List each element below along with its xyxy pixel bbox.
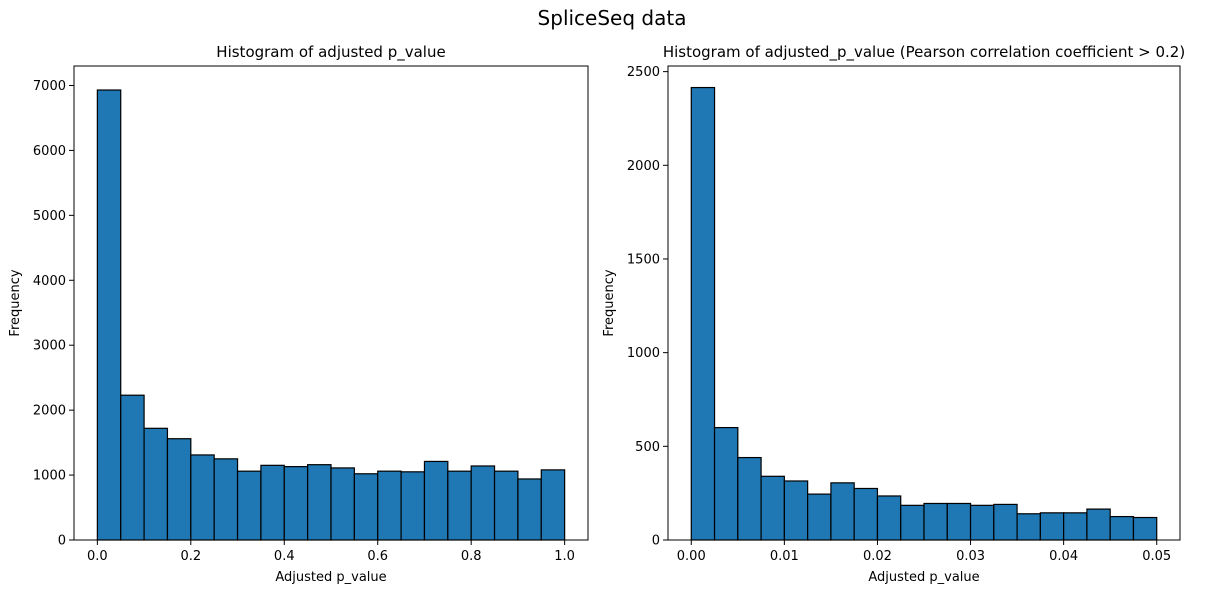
- histogram-bar: [400, 471, 426, 541]
- histogram-bar: [737, 456, 762, 541]
- x-tick-label: 0.4: [274, 549, 295, 564]
- x-tick-label: 0.6: [367, 549, 388, 564]
- histogram-bar: [993, 503, 1018, 541]
- y-axis-label: Frequency: [602, 269, 617, 336]
- histogram-bar: [783, 480, 809, 541]
- histogram-bar: [307, 464, 332, 541]
- y-tick-label: 0: [58, 534, 66, 549]
- histogram-bar: [830, 482, 855, 541]
- histogram-bar: [493, 470, 519, 541]
- y-tick-label: 6000: [33, 144, 66, 159]
- histogram-bar: [377, 470, 402, 541]
- histogram-bar: [517, 478, 542, 541]
- histogram-bar: [760, 475, 785, 541]
- subplot-title: Histogram of adjusted p_value: [216, 43, 445, 62]
- bars: [96, 89, 566, 541]
- bars: [690, 86, 1158, 541]
- y-tick-label: 0: [652, 534, 660, 549]
- histogram-bar: [447, 470, 472, 541]
- histogram-bar: [1132, 516, 1158, 541]
- x-tick-label: 0.0: [87, 549, 108, 564]
- y-tick-label: 1000: [33, 469, 66, 484]
- x-tick-label: 0.05: [1142, 549, 1171, 564]
- histogram-bar: [946, 502, 972, 541]
- y-tick-label: 7000: [33, 79, 66, 94]
- x-tick-label: 0.04: [1049, 549, 1078, 564]
- histogram-bar: [876, 495, 902, 541]
- y-tick-label: 4000: [33, 274, 66, 289]
- x-axis-label: Adjusted p_value: [275, 570, 386, 585]
- histogram-bar: [900, 504, 925, 541]
- histogram-bar: [330, 467, 355, 541]
- y-tick-label: 2500: [627, 65, 660, 80]
- histogram-bar: [143, 427, 169, 541]
- histogram-bar: [1086, 508, 1111, 541]
- histogram-bar: [213, 458, 239, 541]
- histogram-bar: [423, 460, 449, 541]
- histogram-bar: [166, 438, 192, 541]
- x-tick-label: 1.0: [554, 549, 575, 564]
- y-tick-label: 2000: [627, 159, 660, 174]
- histogram-bar: [120, 394, 145, 541]
- histogram-bar: [923, 502, 948, 541]
- x-axis-label: Adjusted p_value: [868, 570, 979, 585]
- histogram-bar: [853, 487, 879, 541]
- histogram-bar: [283, 466, 309, 541]
- histogram-bar: [1109, 515, 1135, 541]
- histogram-bar: [96, 89, 122, 541]
- subplot-left: 0.0 0.2 0.4 0.6 0.8 1.0 0 1000 2000 3000 4000 5000 6…: [8, 43, 589, 585]
- histogram-bar: [1016, 513, 1041, 541]
- histogram-bar: [540, 469, 566, 541]
- y-tick-label: 3000: [33, 339, 66, 354]
- x-tick-label: 0.2: [180, 549, 201, 564]
- subplot-title: Histogram of adjusted_p_value (Pearson c…: [663, 43, 1185, 62]
- histogram-bar: [969, 504, 995, 541]
- histogram-bar: [190, 454, 215, 541]
- x-tick-label: 0.02: [863, 549, 892, 564]
- figure-title: SpliceSeq data: [537, 6, 687, 30]
- subplot-right: 0.00 0.01 0.02 0.03 0.04 0.05 0 500 1000 1500 2000…: [602, 43, 1185, 585]
- histogram-bar: [713, 426, 739, 541]
- axes-frame: [73, 65, 589, 541]
- histogram-bar: [353, 473, 379, 541]
- histogram-bar: [690, 86, 716, 541]
- x-tick-label: 0.00: [677, 549, 706, 564]
- histogram-bar: [260, 464, 285, 541]
- y-tick-label: 500: [635, 440, 660, 455]
- histogram-bar: [236, 470, 262, 541]
- x-tick-label: 0.01: [770, 549, 799, 564]
- histogram-bar: [1039, 512, 1065, 541]
- y-axis-label: Frequency: [8, 269, 23, 336]
- y-tick-label: 2000: [33, 404, 66, 419]
- histogram-bar: [470, 465, 496, 541]
- axes-frame: [667, 65, 1181, 541]
- histogram-bar: [1063, 512, 1088, 541]
- histogram-bar: [807, 493, 832, 541]
- x-tick-label: 0.03: [956, 549, 985, 564]
- y-tick-label: 1500: [627, 252, 660, 267]
- y-tick-label: 1000: [627, 346, 660, 361]
- x-tick-label: 0.8: [461, 549, 482, 564]
- y-tick-label: 5000: [33, 209, 66, 224]
